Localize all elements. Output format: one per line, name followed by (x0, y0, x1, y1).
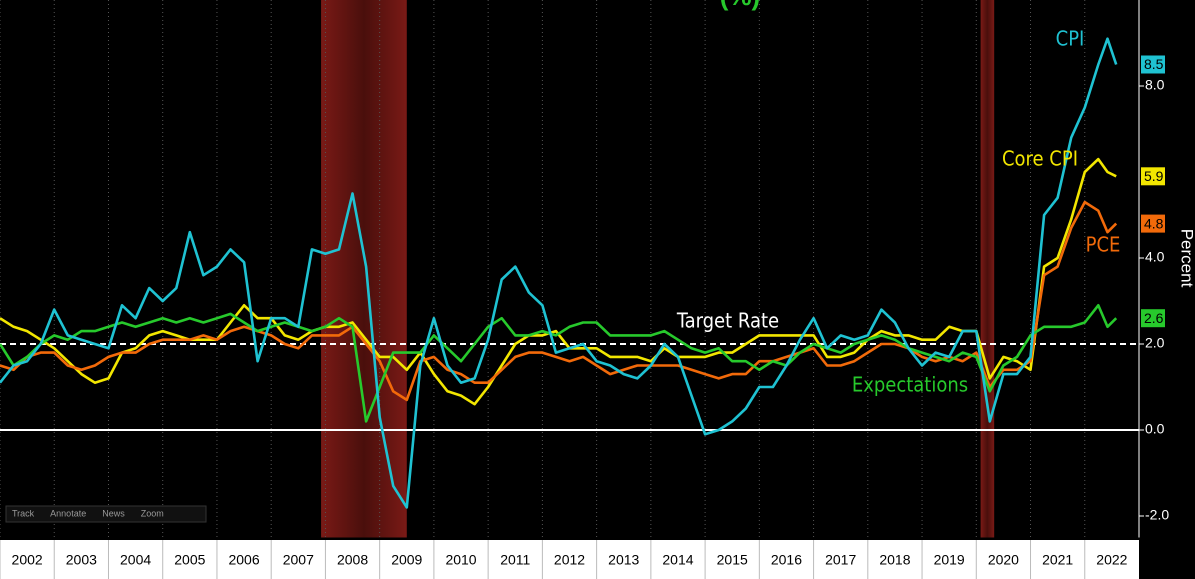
x-tick-label: 2011 (500, 552, 530, 568)
x-tick-label: 2019 (934, 552, 965, 568)
recession-band (980, 0, 995, 538)
y-tick-label: 4.0 (1145, 249, 1165, 265)
series-line (0, 304, 1118, 423)
x-tick-label: 2006 (228, 552, 259, 568)
x-tick-label: 2012 (554, 552, 585, 568)
y-tick-label: 0.0 (1145, 421, 1165, 437)
x-tick-label: 2009 (391, 552, 422, 568)
y-tick-label: 2.0 (1145, 335, 1165, 351)
last-value-box (1141, 214, 1165, 233)
y-tick-label: 8.0 (1145, 77, 1165, 93)
x-tick-label: 2003 (66, 552, 97, 568)
toolbar-button[interactable]: News (102, 508, 125, 518)
last-value-box (1141, 309, 1165, 328)
annotation: Core CPI (1002, 147, 1078, 171)
chart-title: (%) (720, 0, 760, 11)
x-tick-label: 2021 (1042, 552, 1073, 568)
toolbar-button[interactable]: Track (12, 508, 35, 518)
x-tick-label: 2018 (879, 552, 910, 568)
last-value-label: 5.9 (1144, 168, 1164, 184)
toolbar-button[interactable]: Annotate (50, 508, 86, 518)
series-line (0, 200, 1118, 402)
x-tick-label: 2005 (174, 552, 205, 568)
y-axis-label: Percent (1178, 229, 1195, 288)
annotation: PCE (1086, 233, 1121, 257)
x-tick-label: 2008 (337, 552, 368, 568)
annotation: Expectations (852, 373, 968, 397)
annotation: CPI (1056, 27, 1085, 51)
last-value-box (1141, 167, 1165, 186)
x-tick-label: 2020 (988, 552, 1019, 568)
toolbar (5, 505, 207, 523)
last-value-label: 8.5 (1144, 56, 1164, 72)
x-tick-label: 2004 (120, 552, 151, 568)
x-tick-label: 2015 (717, 552, 748, 568)
last-value-box (1141, 55, 1165, 74)
x-tick-label: 2007 (283, 552, 314, 568)
x-tick-label: 2010 (445, 552, 476, 568)
toolbar-button[interactable]: Zoom (141, 508, 164, 518)
last-value-label: 4.8 (1144, 215, 1164, 231)
last-value-label: 2.6 (1144, 310, 1164, 326)
series-line (0, 37, 1118, 509)
recession-band (321, 0, 407, 538)
x-axis-strip (0, 540, 1139, 579)
x-tick-label: 2013 (608, 552, 639, 568)
x-tick-label: 2002 (12, 552, 43, 568)
y-tick-label: -2.0 (1145, 507, 1169, 523)
x-tick-label: 2017 (825, 552, 856, 568)
annotation: Target Rate (676, 309, 779, 333)
x-tick-label: 2014 (662, 552, 693, 568)
x-tick-label: 2022 (1096, 552, 1127, 568)
x-tick-label: 2016 (771, 552, 802, 568)
